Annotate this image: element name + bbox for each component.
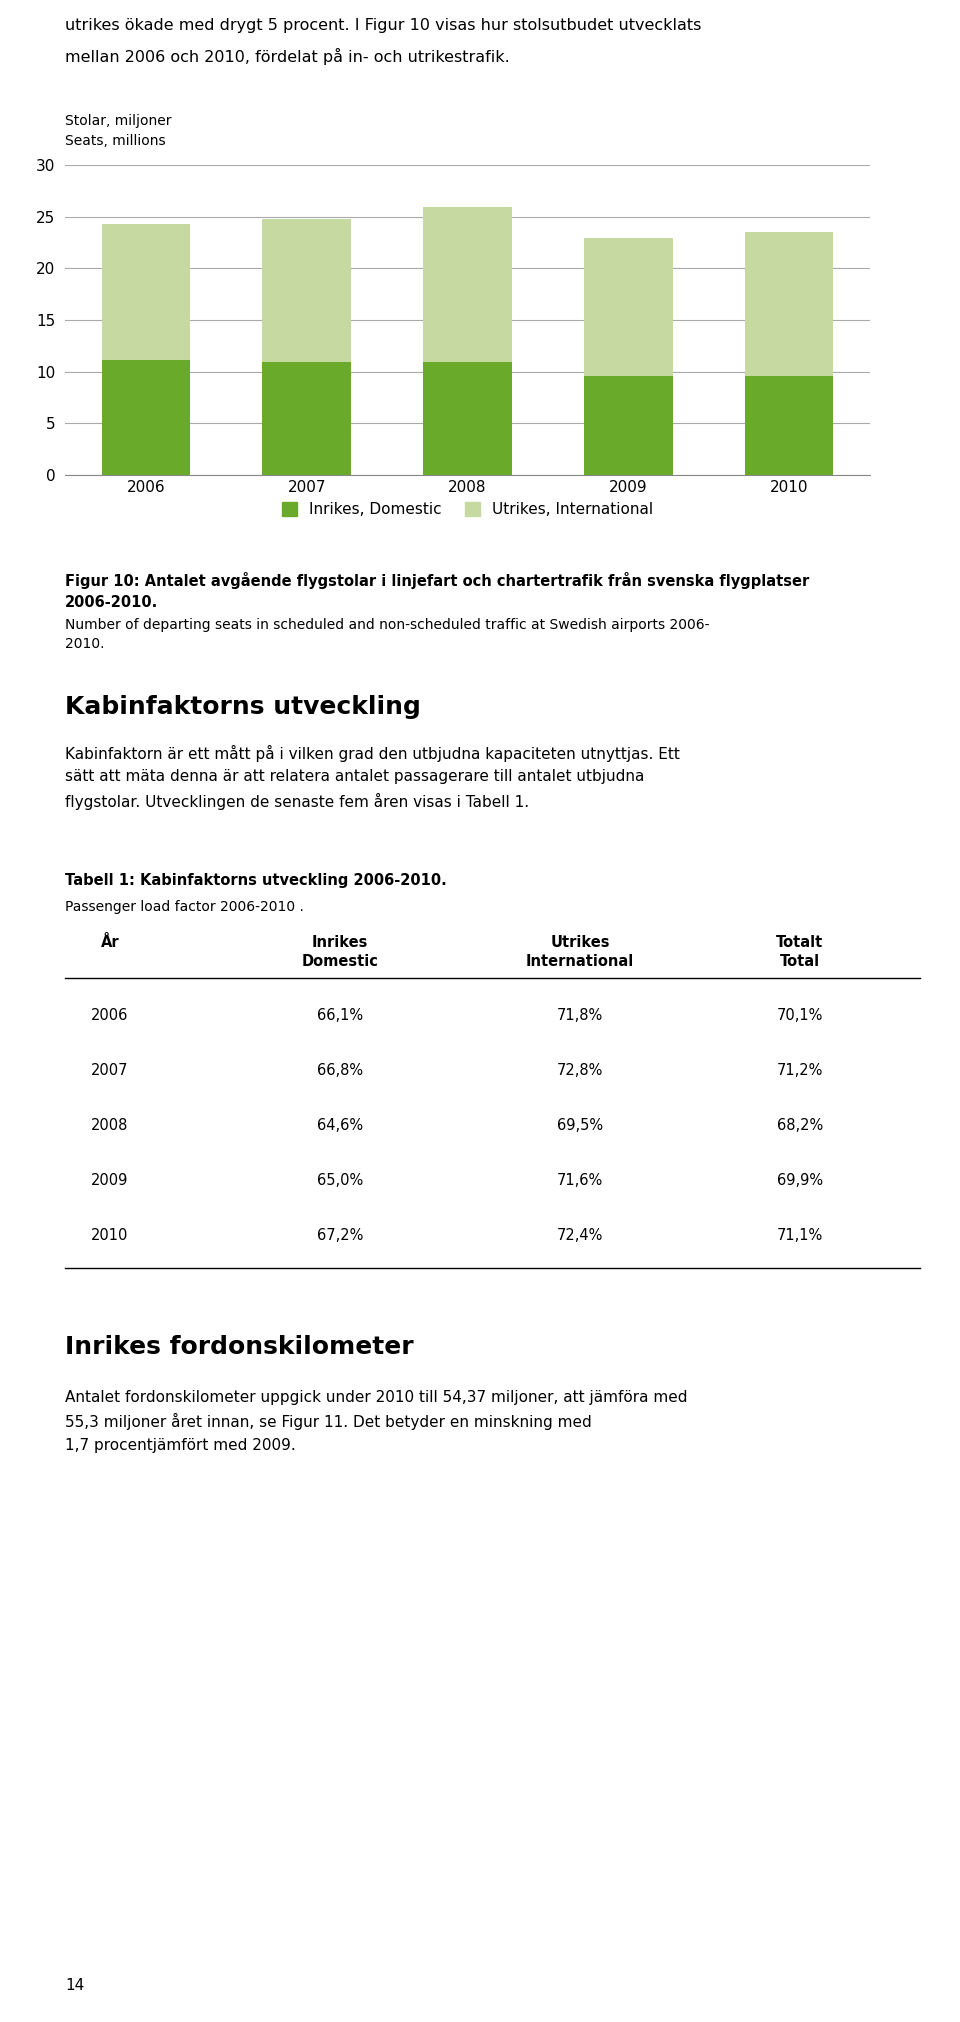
Text: 71,2%: 71,2% [777, 1064, 823, 1078]
Text: 2008: 2008 [91, 1118, 129, 1132]
Bar [102, 224, 190, 360]
Text: 72,4%: 72,4% [557, 1227, 603, 1244]
Text: 66,1%: 66,1% [317, 1009, 363, 1023]
Text: Utrikes
International: Utrikes International [526, 934, 635, 969]
Bar [262, 362, 351, 475]
Text: 69,5%: 69,5% [557, 1118, 603, 1132]
Text: Inrikes fordonskilometer: Inrikes fordonskilometer [65, 1335, 414, 1359]
Text: 2010: 2010 [91, 1227, 129, 1244]
Bar [262, 218, 351, 362]
Text: Seats, millions: Seats, millions [65, 133, 166, 148]
Bar [102, 360, 190, 475]
Text: Stolar, miljoner: Stolar, miljoner [65, 113, 172, 127]
Text: 69,9%: 69,9% [777, 1173, 823, 1189]
Text: 67,2%: 67,2% [317, 1227, 363, 1244]
Text: 71,8%: 71,8% [557, 1009, 603, 1023]
Text: Antalet fordonskilometer uppgick under 2010 till 54,37 miljoner, att jämföra med: Antalet fordonskilometer uppgick under 2… [65, 1389, 687, 1452]
Text: Inrikes
Domestic: Inrikes Domestic [301, 934, 378, 969]
Text: utrikes ökade med drygt 5 procent. I Figur 10 visas hur stolsutbudet utvecklats: utrikes ökade med drygt 5 procent. I Fig… [65, 18, 702, 32]
Bar [584, 239, 673, 376]
Text: Passenger load factor 2006-2010 .: Passenger load factor 2006-2010 . [65, 900, 304, 914]
Text: Number of departing seats in scheduled and non-scheduled traffic at Swedish airp: Number of departing seats in scheduled a… [65, 619, 709, 651]
Bar [423, 362, 512, 475]
Text: 2007: 2007 [91, 1064, 129, 1078]
Text: Kabinfaktorn är ett mått på i vilken grad den utbjudna kapaciteten utnyttjas. Et: Kabinfaktorn är ett mått på i vilken gra… [65, 744, 680, 809]
Text: Kabinfaktorns utveckling: Kabinfaktorns utveckling [65, 696, 420, 720]
Bar [423, 208, 512, 362]
Text: Totalt
Total: Totalt Total [777, 934, 824, 969]
Text: 68,2%: 68,2% [777, 1118, 823, 1132]
Text: Tabell 1: Kabinfaktorns utveckling 2006-2010.: Tabell 1: Kabinfaktorns utveckling 2006-… [65, 874, 446, 888]
Text: 2006: 2006 [91, 1009, 129, 1023]
Text: 14: 14 [65, 1978, 84, 1994]
Text: 2009: 2009 [91, 1173, 129, 1189]
Text: Figur 10: Antalet avgående flygstolar i linjefart och chartertrafik från svenska: Figur 10: Antalet avgående flygstolar i … [65, 572, 809, 611]
Text: 72,8%: 72,8% [557, 1064, 603, 1078]
Text: År: År [101, 934, 119, 950]
Bar [745, 376, 833, 475]
Text: 71,6%: 71,6% [557, 1173, 603, 1189]
Text: 71,1%: 71,1% [777, 1227, 823, 1244]
Text: mellan 2006 och 2010, fördelat på in- och utrikestrafik.: mellan 2006 och 2010, fördelat på in- oc… [65, 49, 510, 65]
Legend: Inrikes, Domestic, Utrikes, International: Inrikes, Domestic, Utrikes, Internationa… [276, 495, 660, 524]
Text: 64,6%: 64,6% [317, 1118, 363, 1132]
Bar [745, 233, 833, 376]
Text: 66,8%: 66,8% [317, 1064, 363, 1078]
Text: 70,1%: 70,1% [777, 1009, 823, 1023]
Text: 65,0%: 65,0% [317, 1173, 363, 1189]
Bar [584, 376, 673, 475]
